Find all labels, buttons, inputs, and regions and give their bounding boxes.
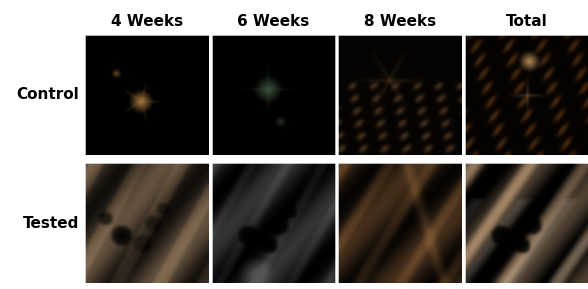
Text: 6 Weeks: 6 Weeks [238,14,309,29]
Text: 8 Weeks: 8 Weeks [364,14,436,29]
Text: Tested: Tested [23,216,79,231]
Text: Total: Total [505,14,547,29]
Text: Control: Control [16,87,79,102]
Text: 4 Weeks: 4 Weeks [111,14,183,29]
